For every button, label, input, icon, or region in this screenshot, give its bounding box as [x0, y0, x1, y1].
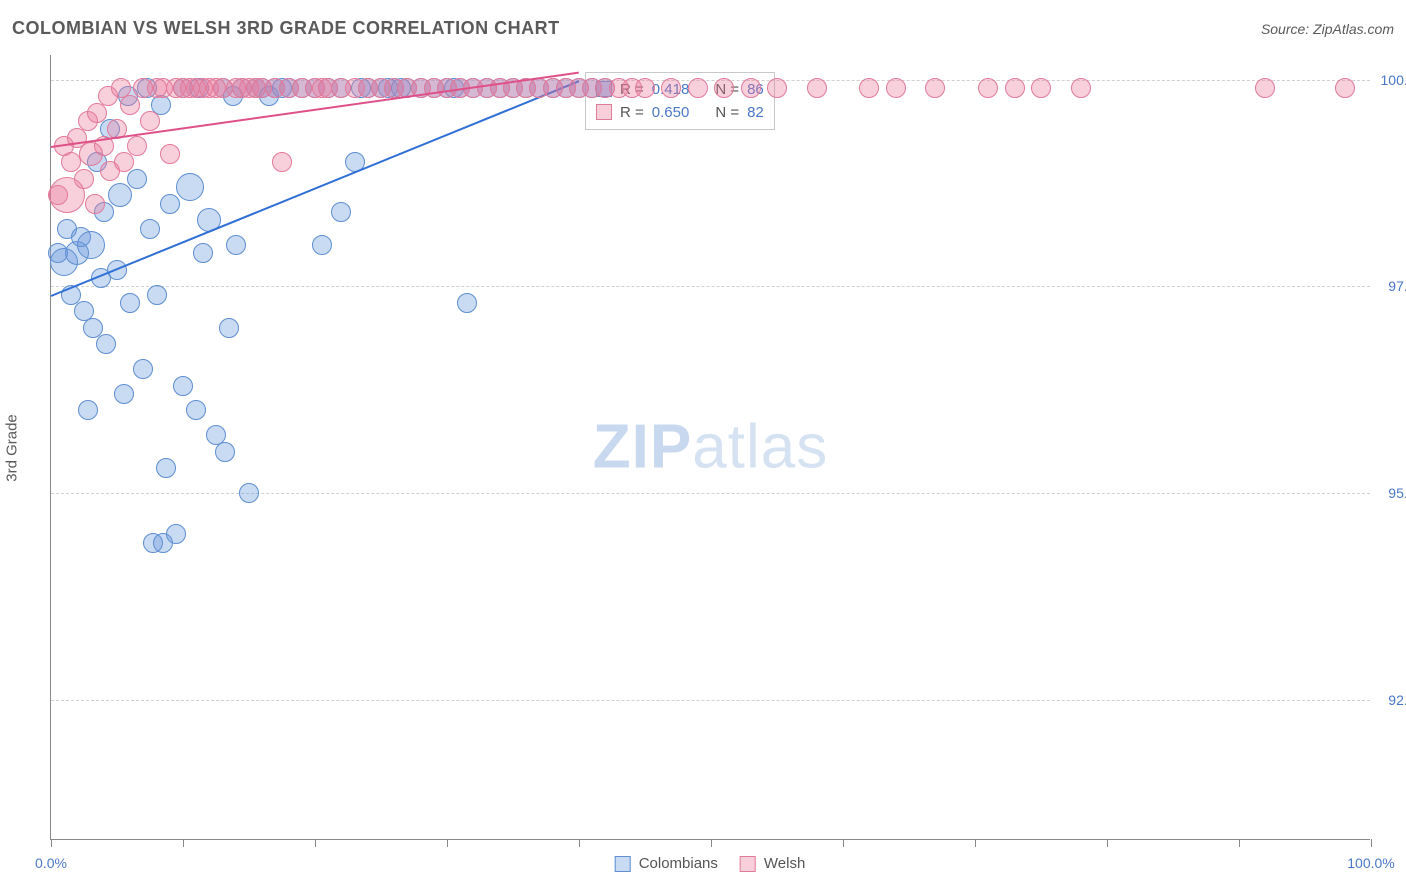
data-point [74, 169, 94, 189]
data-point [886, 78, 906, 98]
series-legend: Colombians Welsh [615, 855, 806, 872]
data-point [127, 169, 147, 189]
legend-item: Welsh [740, 855, 805, 872]
data-point [807, 78, 827, 98]
gridline [51, 286, 1370, 287]
data-point [85, 194, 105, 214]
data-point [767, 78, 787, 98]
r-label: R = [620, 104, 644, 121]
y-tick-label: 97.5% [1388, 278, 1406, 294]
data-point [173, 376, 193, 396]
data-point [661, 78, 681, 98]
x-tick-mark [975, 839, 976, 847]
x-tick-mark [843, 839, 844, 847]
watermark-light: atlas [692, 413, 828, 482]
data-point [1255, 78, 1275, 98]
data-point [120, 95, 140, 115]
y-tick-label: 95.0% [1388, 485, 1406, 501]
y-tick-label: 100.0% [1381, 72, 1406, 88]
data-point [78, 400, 98, 420]
plot-container: 3rd Grade ZIPatlas R =0.418N =86R =0.650… [50, 55, 1370, 840]
plot-area: ZIPatlas R =0.418N =86R =0.650N =82 92.5… [50, 55, 1370, 840]
x-tick-mark [1239, 839, 1240, 847]
x-tick-mark [51, 839, 52, 847]
data-point [166, 524, 186, 544]
data-point [114, 384, 134, 404]
data-point [457, 293, 477, 313]
data-point [140, 219, 160, 239]
data-point [215, 442, 235, 462]
data-point [193, 243, 213, 263]
data-point [140, 111, 160, 131]
data-point [160, 144, 180, 164]
x-tick-mark [579, 839, 580, 847]
data-point [272, 152, 292, 172]
data-point [226, 235, 246, 255]
data-point [1071, 78, 1091, 98]
chart-header: COLOMBIAN VS WELSH 3RD GRADE CORRELATION… [12, 18, 1394, 39]
data-point [156, 458, 176, 478]
data-point [635, 78, 655, 98]
legend-label: Welsh [764, 855, 805, 872]
data-point [114, 152, 134, 172]
data-point [147, 285, 167, 305]
legend-swatch [740, 856, 756, 872]
legend-swatch [596, 104, 612, 120]
data-point [108, 183, 132, 207]
data-point [96, 334, 116, 354]
data-point [1005, 78, 1025, 98]
data-point [219, 318, 239, 338]
chart-source: Source: ZipAtlas.com [1261, 21, 1394, 37]
n-value: 82 [747, 104, 764, 121]
data-point [859, 78, 879, 98]
chart-title: COLOMBIAN VS WELSH 3RD GRADE CORRELATION… [12, 18, 560, 39]
data-point [1335, 78, 1355, 98]
x-tick-label: 100.0% [1347, 855, 1394, 871]
legend-item: Colombians [615, 855, 718, 872]
data-point [741, 78, 761, 98]
x-tick-mark [1371, 839, 1372, 847]
data-point [186, 400, 206, 420]
data-point [978, 78, 998, 98]
y-axis-label: 3rd Grade [4, 414, 21, 482]
data-point [77, 231, 105, 259]
data-point [1031, 78, 1051, 98]
x-tick-mark [183, 839, 184, 847]
x-tick-mark [315, 839, 316, 847]
data-point [160, 194, 180, 214]
watermark: ZIPatlas [593, 412, 828, 483]
legend-swatch [615, 856, 631, 872]
r-value: 0.650 [652, 104, 690, 121]
x-tick-mark [1107, 839, 1108, 847]
gridline [51, 700, 1370, 701]
data-point [176, 173, 204, 201]
stat-row: R = 0.650 N = 82 [596, 101, 764, 124]
data-point [688, 78, 708, 98]
y-tick-label: 92.5% [1388, 692, 1406, 708]
data-point [120, 293, 140, 313]
data-point [133, 359, 153, 379]
data-point [239, 483, 259, 503]
x-tick-mark [447, 839, 448, 847]
data-point [714, 78, 734, 98]
watermark-bold: ZIP [593, 413, 692, 482]
legend-label: Colombians [639, 855, 718, 872]
data-point [331, 202, 351, 222]
data-point [312, 235, 332, 255]
data-point [925, 78, 945, 98]
x-tick-label: 0.0% [35, 855, 67, 871]
n-label: N = [715, 104, 739, 121]
x-tick-mark [711, 839, 712, 847]
data-point [127, 136, 147, 156]
